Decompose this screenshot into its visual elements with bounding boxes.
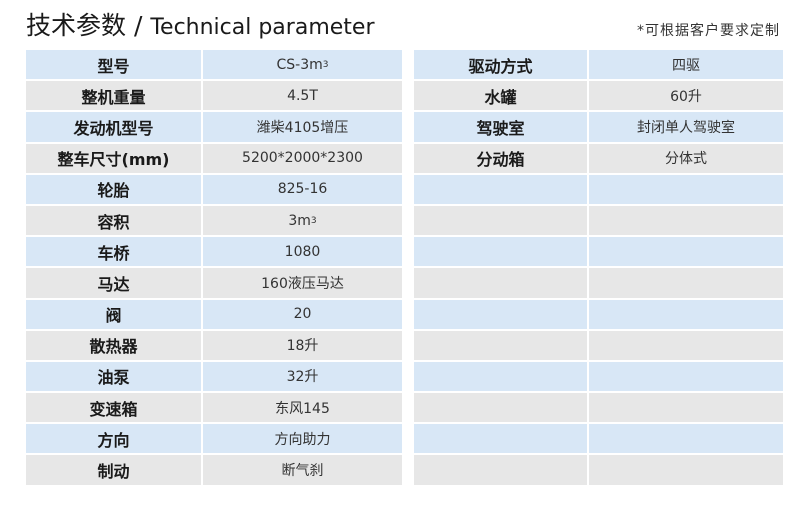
- spec-value: CS-3m 3: [203, 50, 402, 80]
- spec-label: 变速箱: [26, 393, 201, 423]
- spec-label: [414, 424, 587, 454]
- page-title: 技术参数 / Technical parameter: [26, 6, 375, 42]
- spec-value: 潍柴4105增压: [203, 112, 402, 142]
- spec-value: 160液压马达: [203, 268, 402, 298]
- spec-label: 驾驶室: [414, 112, 587, 142]
- spec-value: 1080: [203, 237, 402, 267]
- spec-label: 发动机型号: [26, 112, 201, 142]
- spec-value-text: 四驱: [672, 57, 700, 74]
- spec-value-text: 断气刹: [281, 463, 324, 480]
- spec-value: 分体式: [589, 143, 783, 173]
- spec-value: [589, 455, 783, 485]
- spec-label: [414, 393, 587, 423]
- spec-label: 马达: [26, 268, 201, 298]
- spec-value-text: 5200*2000*2300: [242, 150, 363, 167]
- spec-label: [414, 268, 587, 298]
- spec-value: 18升: [203, 330, 402, 360]
- spec-label: 油泵: [26, 361, 201, 392]
- spec-value: 方向助力: [203, 424, 402, 454]
- spec-label: [414, 237, 587, 267]
- spec-value-text: 825-16: [277, 181, 328, 198]
- spec-value-text: 封闭单人驾驶室: [637, 119, 735, 136]
- spec-label: [414, 330, 587, 360]
- spec-value-text: 分体式: [665, 151, 707, 168]
- title-chinese: 技术参数 /: [26, 11, 151, 40]
- title-english: Technical parameter: [150, 15, 375, 40]
- spec-label: 型号: [26, 50, 201, 80]
- spec-value: [589, 330, 783, 360]
- spec-table-left: 型号 CS-3m 3 整机重量 4.5T 发动机型号 潍柴4105增压 整车尺寸(mm) 520…: [26, 50, 402, 485]
- superscript: 3: [310, 215, 317, 226]
- spec-value: 四驱: [589, 50, 783, 80]
- spec-label: 容积: [26, 205, 201, 236]
- spec-value: [589, 205, 783, 236]
- spec-value: [589, 237, 783, 267]
- spec-value: [589, 299, 783, 329]
- spec-value-text: 4.5T: [287, 87, 318, 104]
- spec-label: 阀: [26, 299, 201, 329]
- spec-label: 整机重量: [26, 81, 201, 111]
- spec-value-text: 方向助力: [274, 431, 331, 448]
- spec-value: 5200*2000*2300: [203, 143, 402, 173]
- spec-label: [414, 299, 587, 329]
- spec-label: 车桥: [26, 237, 201, 267]
- spec-label: 制动: [26, 455, 201, 485]
- spec-value: 32升: [203, 361, 402, 392]
- spec-value: 3m 3: [203, 205, 402, 236]
- spec-value-text: 潍柴4105增压: [256, 119, 349, 136]
- spec-label: 轮胎: [26, 174, 201, 204]
- spec-label: 水罐: [414, 81, 587, 111]
- spec-value: [589, 361, 783, 392]
- spec-value-text: 1080: [284, 243, 321, 260]
- spec-value: 60升: [589, 81, 783, 111]
- spec-label: [414, 361, 587, 392]
- spec-value: 4.5T: [203, 81, 402, 111]
- spec-label: [414, 205, 587, 236]
- spec-value-text: 18升: [286, 338, 319, 355]
- superscript: 3: [322, 59, 329, 70]
- spec-value: 封闭单人驾驶室: [589, 112, 783, 142]
- spec-value: [589, 393, 783, 423]
- spec-value: 20: [203, 299, 402, 329]
- spec-value: [589, 174, 783, 204]
- customization-note: *可根据客户要求定制: [637, 23, 780, 39]
- spec-label: [414, 174, 587, 204]
- spec-value-text: 160液压马达: [261, 275, 344, 292]
- spec-label: 方向: [26, 424, 201, 454]
- spec-value-text: 20: [293, 306, 312, 323]
- spec-label: 分动箱: [414, 143, 587, 173]
- spec-label: [414, 455, 587, 485]
- spec-value-text: CS-3m: [276, 56, 323, 73]
- spec-value: 断气刹: [203, 455, 402, 485]
- spec-value-text: 60升: [670, 88, 702, 105]
- spec-value: [589, 268, 783, 298]
- spec-value-text: 东风145: [275, 400, 330, 417]
- spec-value-text: 3m: [288, 212, 311, 229]
- spec-table-right: 驱动方式 四驱水罐 60升驾驶室 封闭单人驾驶室分动箱 分体式: [414, 50, 783, 485]
- spec-label: 整车尺寸(mm): [26, 143, 201, 173]
- spec-value-text: 32升: [286, 369, 319, 386]
- spec-value: [589, 424, 783, 454]
- spec-value: 825-16: [203, 174, 402, 204]
- spec-label: 散热器: [26, 330, 201, 360]
- spec-label: 驱动方式: [414, 50, 587, 80]
- spec-value: 东风145: [203, 393, 402, 423]
